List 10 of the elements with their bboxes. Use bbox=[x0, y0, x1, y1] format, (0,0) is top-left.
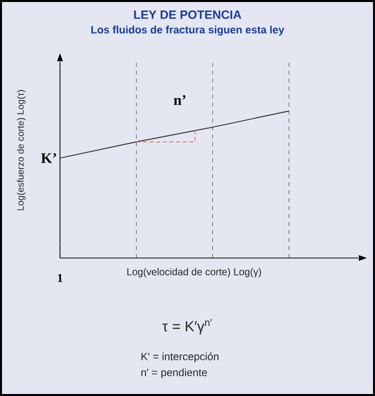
chart-title: LEY DE POTENCIA bbox=[134, 10, 242, 19]
text: τ = K′γ$^{n′}$ bbox=[162, 318, 212, 334]
text: n’ bbox=[174, 95, 186, 105]
text: K′ = intercepción bbox=[142, 352, 218, 362]
chart-subtitle: Los fluidos de fractura siguen esta ley bbox=[91, 26, 284, 36]
y-axis-title: Log(esfuerzo de corte) Log(τ) bbox=[16, 90, 26, 210]
x-axis-title: Log(velocidad de corte) Log(γ) bbox=[127, 268, 262, 278]
text: n′ = pendiente bbox=[141, 368, 207, 378]
text: 1 bbox=[58, 274, 62, 282]
text: K’ bbox=[41, 153, 56, 163]
